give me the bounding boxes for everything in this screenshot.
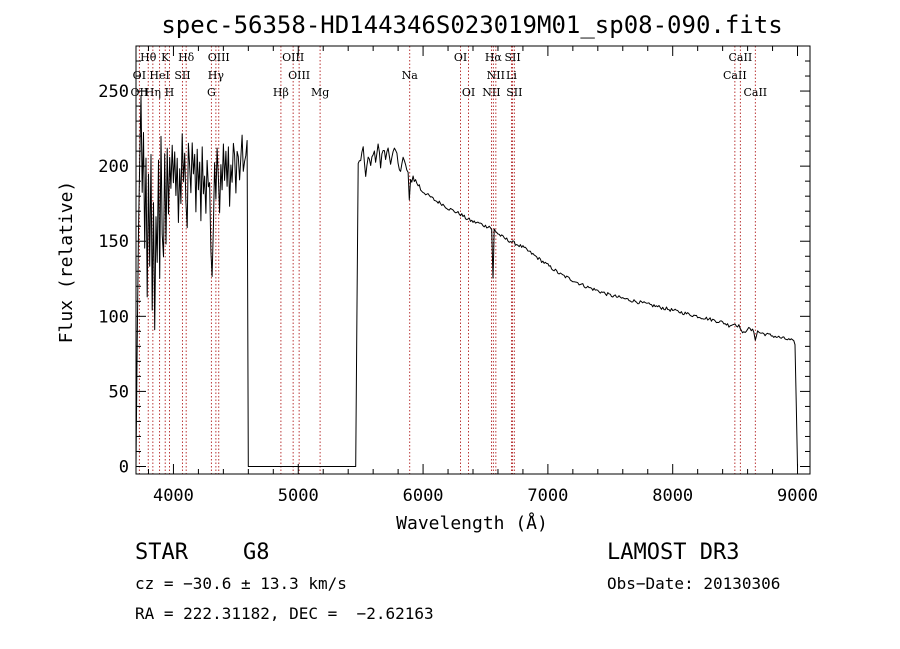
line-marker-label: CaII [723,69,747,82]
axis-layer: 4000 5000 6000 7000 8000 9000 0 50 100 150 200 250 [98,46,818,506]
y-tick-label: 0 [119,457,129,477]
x-tick-label: 7000 [527,486,568,506]
line-marker-label: NII [487,69,505,82]
observation-date: Obs−Date: 20130306 [607,574,781,593]
line-marker-label: OI [454,51,467,64]
coordinates: RA = 222.31182, DEC = −2.62163 [135,604,434,623]
plot-frame [135,45,811,475]
x-tick-label: 4000 [153,486,194,506]
line-marker-label: OIII [282,51,304,64]
line-marker-label: Mg [311,86,329,99]
y-tick-label: 250 [98,82,129,102]
line-marker-label: G [207,86,216,99]
y-tick-label: 150 [98,232,129,252]
line-marker-label: NII [482,86,500,99]
line-marker-label: K [161,51,170,64]
line-marker-label: CaII [729,51,753,64]
line-marker-label: CaII [743,86,767,99]
survey-name: LAMOST DR3 [607,540,740,565]
line-marker-label: SII [504,51,520,64]
line-marker-label: OIII [208,51,230,64]
line-marker-layer [138,46,756,474]
spectral-subclass: G8 [243,540,270,565]
line-marker-label: OII [131,86,149,99]
y-tick-label: 200 [98,157,129,177]
line-marker-label: OI [133,69,146,82]
line-marker-label: Hβ [273,86,289,99]
line-marker-label: HeI [149,69,169,82]
line-marker-label: Hη [145,86,161,99]
line-marker-label: Hδ [178,51,195,64]
x-tick-label: 5000 [278,486,319,506]
line-marker-label: SII [174,69,190,82]
redshift-cz: cz = −30.6 ± 13.3 km/s [135,574,347,593]
line-marker-label: OIII [288,69,310,82]
x-tick-label: 8000 [652,486,693,506]
y-axis-label: Flux (relative) [56,181,77,344]
spectrum-series-line [135,95,798,467]
y-tick-label: 50 [109,382,129,402]
x-tick-label: 9000 [777,486,818,506]
line-marker-label: H [165,86,175,99]
series-layer [135,95,798,467]
line-marker-label: OI [462,86,475,99]
line-marker-label: Na [402,69,419,82]
x-axis-label: Wavelength (Å) [396,512,548,534]
line-marker-label: SII [506,86,522,99]
chart-title: spec-56358-HD144346S023019M01_sp08-090.f… [161,11,782,39]
y-tick-label: 100 [98,307,129,327]
line-marker-label: Li [506,69,517,82]
line-marker-label: Hγ [208,69,225,82]
x-tick-label: 6000 [403,486,444,506]
line-marker-label: Hθ [140,51,157,64]
line-marker-label: Hα [485,51,503,64]
object-class: STAR [135,540,188,565]
